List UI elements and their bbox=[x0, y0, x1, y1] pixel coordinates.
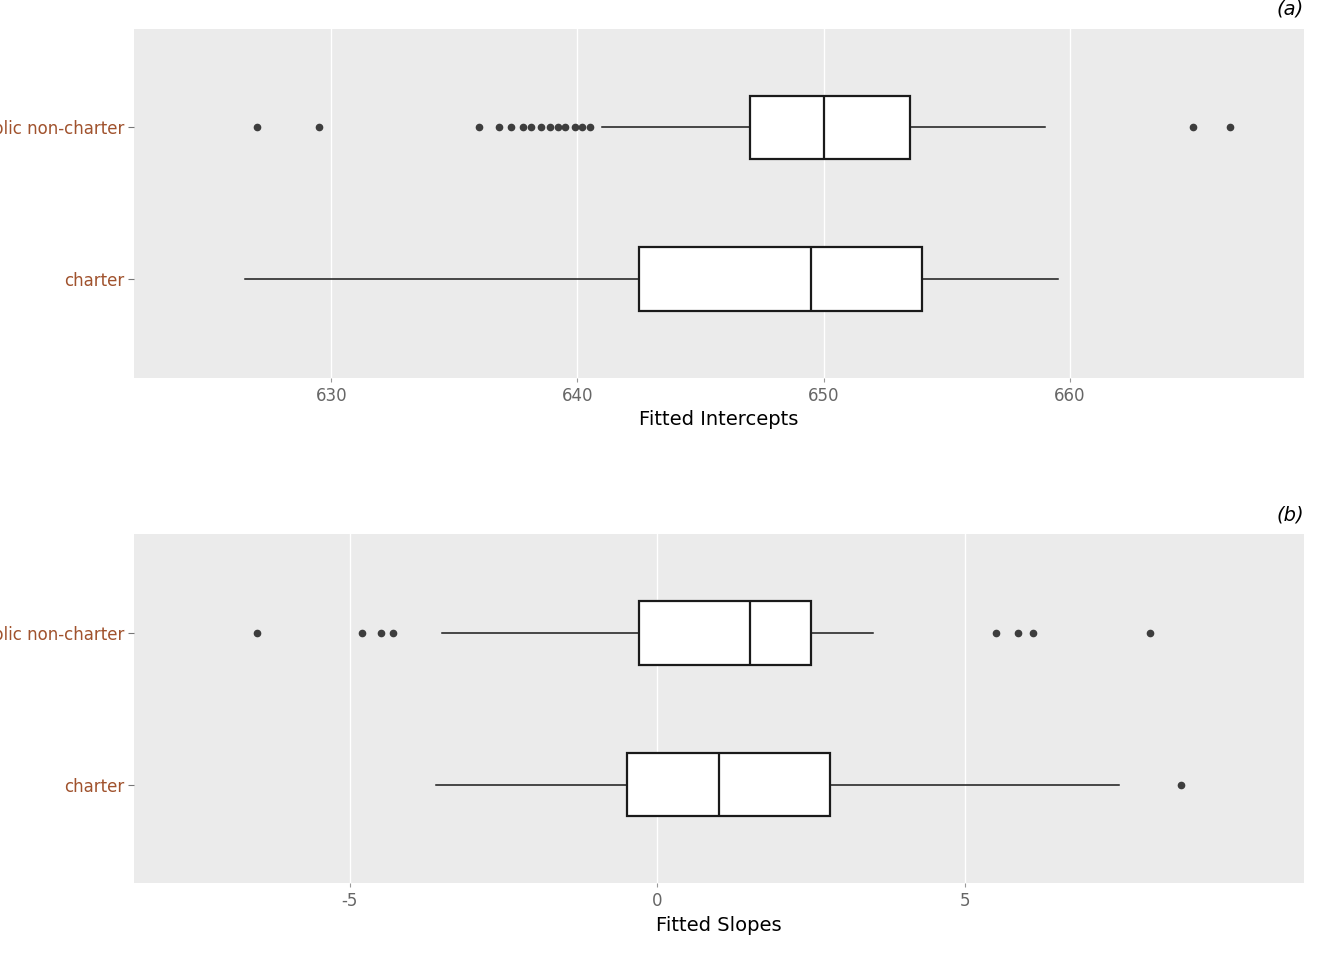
PathPatch shape bbox=[638, 247, 922, 311]
PathPatch shape bbox=[750, 95, 910, 159]
X-axis label: Fitted Intercepts: Fitted Intercepts bbox=[640, 410, 798, 429]
PathPatch shape bbox=[626, 753, 829, 817]
Text: (a): (a) bbox=[1277, 0, 1304, 19]
X-axis label: Fitted Slopes: Fitted Slopes bbox=[656, 916, 782, 935]
Text: (b): (b) bbox=[1275, 506, 1304, 524]
PathPatch shape bbox=[638, 601, 812, 665]
